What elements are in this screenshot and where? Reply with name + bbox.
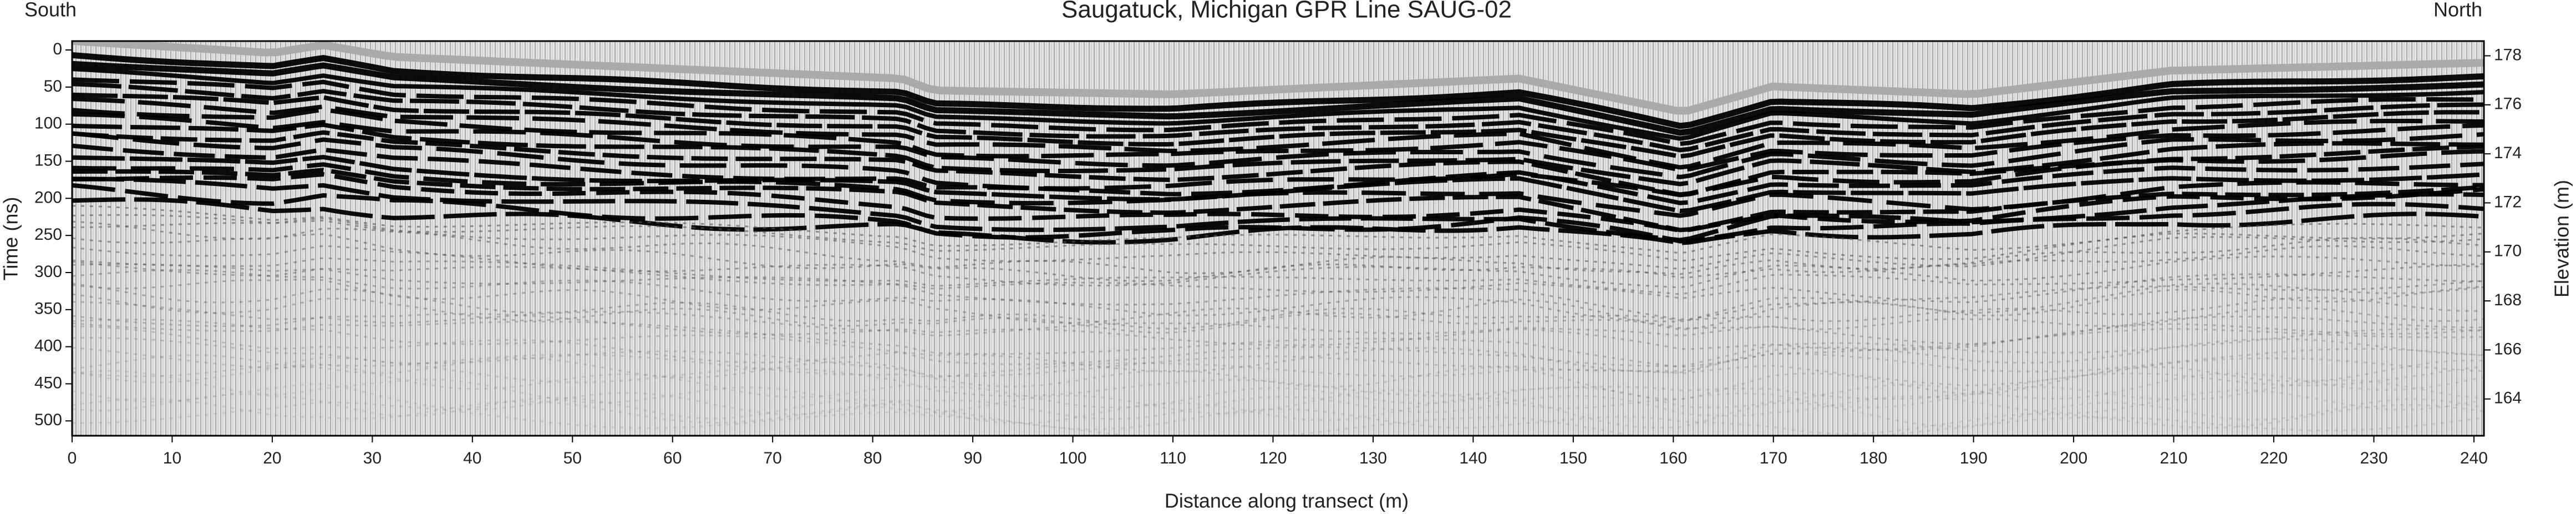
reflection-band xyxy=(72,263,2484,320)
x-tick-label: 80 xyxy=(863,449,882,467)
y-tick-label: 100 xyxy=(34,114,62,133)
plot-frame xyxy=(71,40,2485,437)
y2-tick-label: 178 xyxy=(2494,46,2522,64)
reflection-band xyxy=(72,217,2484,270)
reflection-band xyxy=(72,82,2484,153)
reflection-band xyxy=(72,393,2484,429)
reflection-band xyxy=(72,168,2484,233)
x-tick-label: 110 xyxy=(1160,449,1186,467)
x-tick-label: 40 xyxy=(463,449,481,467)
y2-tick-label: 166 xyxy=(2494,340,2522,358)
x-tick-label: 220 xyxy=(2260,449,2288,467)
reflection-band xyxy=(72,336,2484,377)
y2-tick-label: 174 xyxy=(2494,144,2522,162)
left-annotation: South xyxy=(24,0,77,21)
y-tick-label: 500 xyxy=(34,411,62,429)
y-tick-label: 200 xyxy=(34,188,62,206)
y-tick-label: 50 xyxy=(44,77,62,95)
reflection-band xyxy=(72,233,2484,282)
x-axis-label: Distance along transect (m) xyxy=(1165,490,1409,512)
x-tick-label: 170 xyxy=(1760,449,1787,467)
reflection-band xyxy=(72,313,2484,351)
reflection-band xyxy=(72,383,2484,420)
y2-tick-label: 176 xyxy=(2494,95,2522,113)
y-tick-label: 450 xyxy=(34,374,62,392)
x-tick-label: 90 xyxy=(963,449,982,467)
x-tick-label: 210 xyxy=(2160,449,2188,467)
reflection-band xyxy=(72,346,2484,387)
reflection-band xyxy=(72,177,2484,243)
y-tick-label: 0 xyxy=(53,40,62,58)
reflection-band xyxy=(72,52,2484,129)
reflection-band xyxy=(72,92,2484,159)
x-tick-label: 20 xyxy=(263,449,281,467)
x-tick-label: 60 xyxy=(663,449,682,467)
reflection-band xyxy=(72,77,2484,147)
reflection-band xyxy=(72,97,2484,170)
reflection-band xyxy=(72,154,2484,214)
reflection-band xyxy=(72,61,2484,136)
reflection-band xyxy=(72,362,2484,409)
x-tick-label: 180 xyxy=(1859,449,1887,467)
reflection-band xyxy=(72,260,2484,304)
reflection-band xyxy=(72,319,2484,367)
x-tick-label: 10 xyxy=(163,449,181,467)
chart-title: Saugatuck, Michigan GPR Line SAUG-02 xyxy=(1061,0,1512,23)
y2-tick-label: 164 xyxy=(2494,389,2522,407)
y-axis-label: Time (ns) xyxy=(0,197,22,281)
reflection-band xyxy=(72,301,2484,345)
reflection-band xyxy=(72,269,2484,323)
y2-tick-label: 172 xyxy=(2494,193,2522,211)
x-tick-label: 190 xyxy=(1960,449,1988,467)
reflection-band xyxy=(72,370,2484,415)
reflection-band xyxy=(72,320,2484,368)
x-tick-label: 140 xyxy=(1459,449,1487,467)
y-tick-label: 300 xyxy=(34,263,62,281)
reflection-band xyxy=(72,131,2484,198)
y2-tick-label: 168 xyxy=(2494,291,2522,309)
x-tick-label: 240 xyxy=(2460,449,2488,467)
reflection-band xyxy=(72,67,2484,141)
x-tick-label: 70 xyxy=(764,449,782,467)
reflection-band xyxy=(72,112,2484,180)
reflection-band xyxy=(72,279,2484,331)
reflection-band xyxy=(72,197,2484,245)
x-tick-label: 200 xyxy=(2060,449,2087,467)
x-tick-label: 0 xyxy=(68,449,77,467)
y2-axis-label: Elevation (m) xyxy=(2550,180,2573,298)
x-tick-label: 120 xyxy=(1259,449,1287,467)
y-tick-label: 150 xyxy=(34,151,62,169)
reflection-band xyxy=(72,122,2484,187)
reflection-band xyxy=(72,257,2484,295)
right-annotation: North xyxy=(2433,0,2482,21)
x-tick-label: 100 xyxy=(1059,449,1087,467)
reflection-band xyxy=(72,143,2484,205)
y-tick-label: 250 xyxy=(34,225,62,244)
y-tick-label: 400 xyxy=(34,337,62,355)
y-tick-label: 350 xyxy=(34,300,62,318)
x-tick-label: 50 xyxy=(563,449,582,467)
radargram xyxy=(72,41,2484,436)
surface-band xyxy=(72,41,2484,115)
x-tick-label: 230 xyxy=(2360,449,2387,467)
reflection-band xyxy=(72,172,2484,233)
reflection-band xyxy=(72,214,2484,262)
reflection-band xyxy=(72,107,2484,173)
x-tick-label: 30 xyxy=(363,449,382,467)
y2-tick-label: 170 xyxy=(2494,242,2522,260)
trace-background xyxy=(72,41,2484,436)
x-tick-label: 150 xyxy=(1559,449,1587,467)
x-tick-label: 160 xyxy=(1659,449,1687,467)
x-tick-label: 130 xyxy=(1359,449,1387,467)
